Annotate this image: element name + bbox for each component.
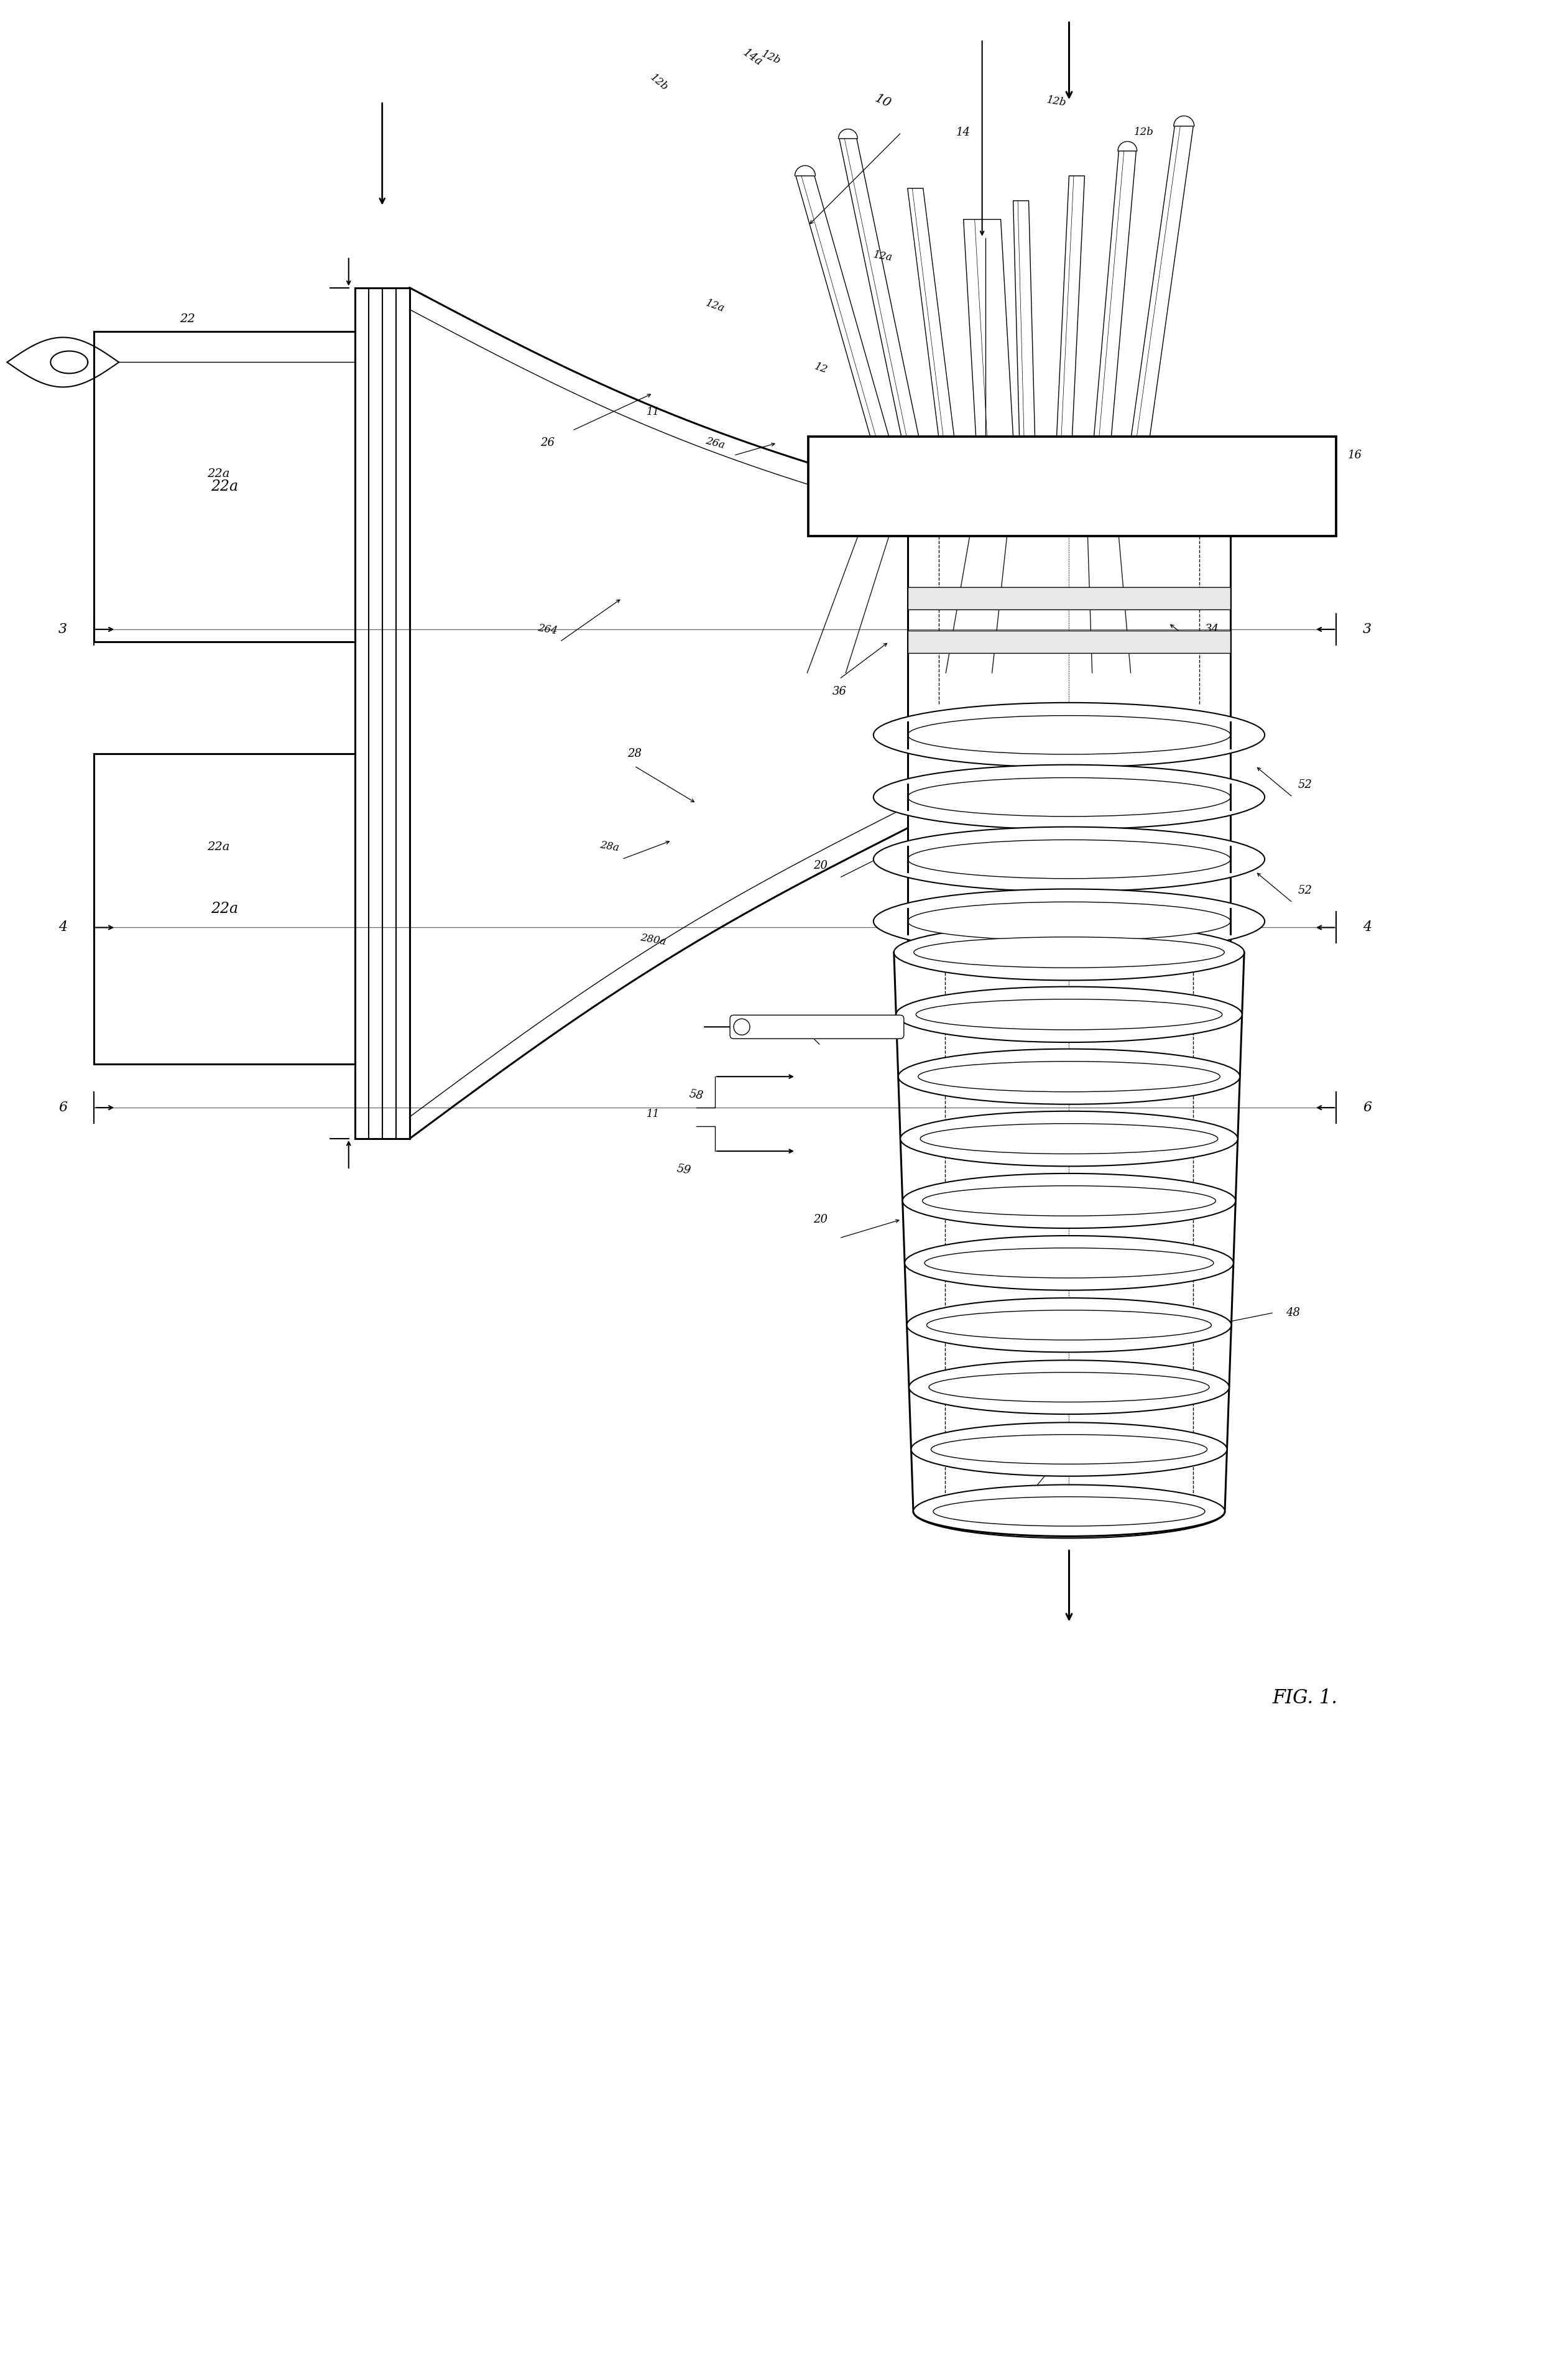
Ellipse shape (928, 1372, 1209, 1403)
Text: 34: 34 (1204, 623, 1218, 635)
Ellipse shape (898, 1050, 1240, 1104)
Ellipse shape (909, 1360, 1229, 1415)
Ellipse shape (931, 1434, 1207, 1465)
Text: 52: 52 (1298, 884, 1312, 896)
Ellipse shape (922, 1185, 1215, 1216)
Text: 22a: 22a (210, 479, 238, 493)
Text: 20: 20 (814, 1213, 828, 1225)
Ellipse shape (873, 766, 1265, 830)
Ellipse shape (873, 702, 1265, 768)
Polygon shape (908, 187, 955, 436)
Ellipse shape (927, 1311, 1212, 1339)
Text: 56: 56 (801, 1029, 815, 1038)
Ellipse shape (919, 1062, 1220, 1093)
Text: 36: 36 (833, 685, 847, 697)
Ellipse shape (920, 1123, 1218, 1154)
Text: 6: 6 (58, 1100, 67, 1114)
Text: 280a: 280a (640, 931, 666, 948)
Bar (94, 332, 354, 642)
Ellipse shape (908, 839, 1231, 879)
Text: 6: 6 (1363, 1100, 1372, 1114)
Text: w: w (1040, 1443, 1049, 1455)
Text: 10: 10 (873, 92, 892, 109)
Text: 4: 4 (58, 920, 67, 934)
Text: 11: 11 (646, 1109, 660, 1119)
Polygon shape (839, 137, 919, 436)
Ellipse shape (913, 1484, 1225, 1538)
Text: 22: 22 (179, 313, 194, 325)
Text: 52: 52 (1298, 780, 1312, 789)
Ellipse shape (906, 1299, 1231, 1353)
Polygon shape (1057, 175, 1085, 436)
Text: 12a: 12a (872, 249, 894, 263)
Ellipse shape (908, 716, 1231, 754)
Polygon shape (1013, 201, 1035, 436)
Ellipse shape (903, 1173, 1236, 1228)
Text: 12: 12 (812, 360, 828, 377)
Text: 3: 3 (1363, 623, 1372, 635)
Text: 26a: 26a (704, 436, 726, 450)
Text: 26: 26 (541, 438, 555, 448)
Bar (908, 630, 1231, 654)
Text: 59: 59 (676, 1164, 691, 1176)
Text: 28a: 28a (599, 839, 619, 853)
Polygon shape (963, 220, 1013, 436)
Text: 4: 4 (1363, 920, 1372, 934)
Ellipse shape (925, 1249, 1214, 1277)
Ellipse shape (873, 827, 1265, 891)
Text: 12a: 12a (704, 299, 726, 315)
Text: 12b: 12b (1134, 128, 1154, 137)
Text: 12b: 12b (1046, 95, 1068, 109)
Ellipse shape (900, 1112, 1237, 1166)
FancyBboxPatch shape (731, 1014, 903, 1038)
Text: 58: 58 (688, 1088, 704, 1102)
Text: 12b: 12b (760, 50, 782, 66)
Text: 14a: 14a (740, 47, 764, 69)
Polygon shape (1131, 126, 1193, 436)
Ellipse shape (905, 1235, 1234, 1289)
Bar (94, 754, 354, 1064)
Text: 3: 3 (58, 623, 67, 635)
Text: 16: 16 (1347, 450, 1363, 462)
Text: 12b: 12b (648, 71, 670, 92)
Ellipse shape (911, 1422, 1228, 1477)
Text: 14: 14 (956, 126, 971, 137)
Ellipse shape (908, 903, 1231, 941)
Polygon shape (1094, 152, 1137, 436)
Ellipse shape (873, 889, 1265, 953)
Ellipse shape (908, 777, 1231, 815)
Bar (908, 588, 1231, 609)
Polygon shape (797, 175, 889, 436)
Text: 22a: 22a (210, 901, 238, 917)
Text: 22a: 22a (207, 841, 229, 853)
Ellipse shape (895, 986, 1242, 1043)
Ellipse shape (933, 1498, 1204, 1526)
Ellipse shape (914, 936, 1225, 967)
Text: 264: 264 (536, 623, 558, 635)
Text: FIG. 1.: FIG. 1. (1272, 1687, 1338, 1706)
Text: 11: 11 (646, 408, 660, 417)
Text: 22a: 22a (207, 469, 229, 479)
Ellipse shape (894, 924, 1243, 981)
Ellipse shape (916, 1000, 1221, 1031)
Text: 28: 28 (627, 749, 641, 758)
Bar (808, 436, 1336, 536)
Text: 20: 20 (814, 860, 828, 872)
Text: 48: 48 (1286, 1308, 1300, 1318)
